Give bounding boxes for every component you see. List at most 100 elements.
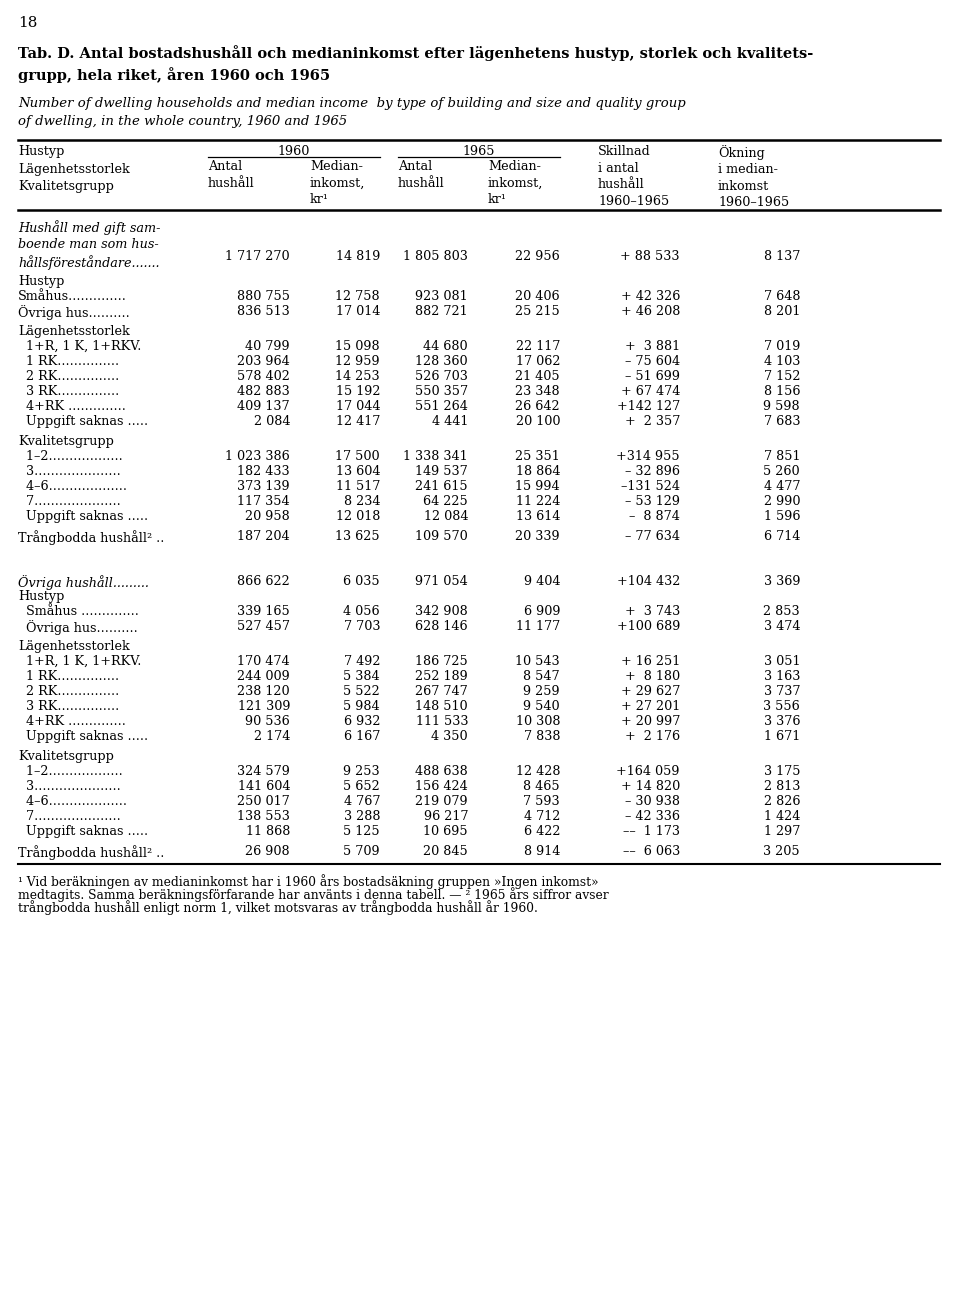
- Text: 4–6...................: 4–6...................: [18, 796, 127, 807]
- Text: 4 767: 4 767: [344, 796, 380, 807]
- Text: +  2 176: + 2 176: [625, 730, 680, 743]
- Text: +  2 357: + 2 357: [625, 416, 680, 427]
- Text: 18 864: 18 864: [516, 466, 560, 477]
- Text: 1–2..................: 1–2..................: [18, 450, 123, 463]
- Text: +104 432: +104 432: [616, 575, 680, 588]
- Text: 6 932: 6 932: [344, 715, 380, 729]
- Text: 11 224: 11 224: [516, 494, 560, 508]
- Text: 6 035: 6 035: [344, 575, 380, 588]
- Text: 5 984: 5 984: [344, 700, 380, 713]
- Text: + 46 208: + 46 208: [620, 305, 680, 318]
- Text: 238 120: 238 120: [237, 685, 290, 698]
- Text: + 88 533: + 88 533: [620, 250, 680, 263]
- Text: 22 117: 22 117: [516, 341, 560, 352]
- Text: 12 758: 12 758: [335, 291, 380, 302]
- Text: 7.....................: 7.....................: [18, 494, 121, 508]
- Text: 7 851: 7 851: [763, 450, 800, 463]
- Text: 7 152: 7 152: [763, 370, 800, 383]
- Text: 2 174: 2 174: [253, 730, 290, 743]
- Text: 1 338 341: 1 338 341: [403, 450, 468, 463]
- Text: Övriga hus..........: Övriga hus..........: [18, 619, 137, 635]
- Text: +100 689: +100 689: [616, 619, 680, 633]
- Text: 2 RK...............: 2 RK...............: [18, 370, 119, 383]
- Text: – 77 634: – 77 634: [625, 530, 680, 543]
- Text: +  3 743: + 3 743: [625, 605, 680, 618]
- Text: 17 062: 17 062: [516, 355, 560, 368]
- Text: – 30 938: – 30 938: [625, 796, 680, 807]
- Text: +164 059: +164 059: [616, 765, 680, 778]
- Text: 7 683: 7 683: [763, 416, 800, 427]
- Text: 252 189: 252 189: [416, 671, 468, 682]
- Text: 244 009: 244 009: [237, 671, 290, 682]
- Text: 1 RK...............: 1 RK...............: [18, 355, 119, 368]
- Text: 3.....................: 3.....................: [18, 466, 121, 477]
- Text: 187 204: 187 204: [237, 530, 290, 543]
- Text: 4 441: 4 441: [432, 416, 468, 427]
- Text: 2 990: 2 990: [763, 494, 800, 508]
- Text: 882 721: 882 721: [416, 305, 468, 318]
- Text: Hustyp: Hustyp: [18, 275, 64, 288]
- Text: 1 023 386: 1 023 386: [226, 450, 290, 463]
- Text: 44 680: 44 680: [423, 341, 468, 352]
- Text: 1 RK...............: 1 RK...............: [18, 671, 119, 682]
- Text: 3 288: 3 288: [344, 810, 380, 823]
- Text: 527 457: 527 457: [237, 619, 290, 633]
- Text: – 51 699: – 51 699: [625, 370, 680, 383]
- Text: 15 994: 15 994: [516, 480, 560, 493]
- Text: 2 853: 2 853: [763, 605, 800, 618]
- Text: 5 522: 5 522: [344, 685, 380, 698]
- Text: 25 215: 25 215: [516, 305, 560, 318]
- Text: 8 201: 8 201: [763, 305, 800, 318]
- Text: 26 908: 26 908: [246, 846, 290, 857]
- Text: 12 417: 12 417: [336, 416, 380, 427]
- Text: Tab. D. Antal bostadshushåll och medianinkomst efter lägenhetens hustyp, storlek: Tab. D. Antal bostadshushåll och mediani…: [18, 45, 813, 83]
- Text: 1 805 803: 1 805 803: [403, 250, 468, 263]
- Text: Kvalitetsgrupp: Kvalitetsgrupp: [18, 435, 114, 448]
- Text: +  8 180: + 8 180: [625, 671, 680, 682]
- Text: 7.....................: 7.....................: [18, 810, 121, 823]
- Text: 6 422: 6 422: [523, 825, 560, 838]
- Text: – 75 604: – 75 604: [625, 355, 680, 368]
- Text: 3 556: 3 556: [763, 700, 800, 713]
- Text: 7 492: 7 492: [344, 655, 380, 668]
- Text: 203 964: 203 964: [237, 355, 290, 368]
- Text: 13 625: 13 625: [335, 530, 380, 543]
- Text: Övriga hushåll.........: Övriga hushåll.........: [18, 575, 149, 590]
- Text: 15 098: 15 098: [335, 341, 380, 352]
- Text: 923 081: 923 081: [416, 291, 468, 302]
- Text: +314 955: +314 955: [616, 450, 680, 463]
- Text: 3 474: 3 474: [763, 619, 800, 633]
- Text: 241 615: 241 615: [416, 480, 468, 493]
- Text: Uppgift saknas .....: Uppgift saknas .....: [18, 730, 148, 743]
- Text: 1965: 1965: [463, 145, 495, 158]
- Text: 4+RK ..............: 4+RK ..............: [18, 400, 126, 413]
- Text: Skillnad
i antal
hushåll
1960–1965: Skillnad i antal hushåll 1960–1965: [598, 145, 669, 208]
- Text: Hustyp: Hustyp: [18, 590, 64, 604]
- Text: 3 RK...............: 3 RK...............: [18, 700, 119, 713]
- Text: 20 339: 20 339: [516, 530, 560, 543]
- Text: + 16 251: + 16 251: [621, 655, 680, 668]
- Text: Ökning
i median-
inkomst
1960–1965: Ökning i median- inkomst 1960–1965: [718, 145, 789, 209]
- Text: 21 405: 21 405: [516, 370, 560, 383]
- Text: 4 056: 4 056: [344, 605, 380, 618]
- Text: 324 579: 324 579: [237, 765, 290, 778]
- Text: 628 146: 628 146: [416, 619, 468, 633]
- Text: 219 079: 219 079: [416, 796, 468, 807]
- Text: 3 RK...............: 3 RK...............: [18, 385, 119, 398]
- Text: – 42 336: – 42 336: [625, 810, 680, 823]
- Text: 880 755: 880 755: [237, 291, 290, 302]
- Text: 5 125: 5 125: [344, 825, 380, 838]
- Text: 111 533: 111 533: [416, 715, 468, 729]
- Text: 10 308: 10 308: [516, 715, 560, 729]
- Text: 10 695: 10 695: [423, 825, 468, 838]
- Text: 4–6...................: 4–6...................: [18, 480, 127, 493]
- Text: 8 465: 8 465: [523, 780, 560, 793]
- Text: Uppgift saknas .....: Uppgift saknas .....: [18, 510, 148, 523]
- Text: ¹ Vid beräkningen av medianinkomst har i 1960 års bostadsäkning gruppen »Ingen i: ¹ Vid beräkningen av medianinkomst har i…: [18, 874, 599, 889]
- Text: + 27 201: + 27 201: [621, 700, 680, 713]
- Text: 3.....................: 3.....................: [18, 780, 121, 793]
- Text: 9 598: 9 598: [763, 400, 800, 413]
- Text: 8 156: 8 156: [763, 385, 800, 398]
- Text: 488 638: 488 638: [416, 765, 468, 778]
- Text: 373 139: 373 139: [237, 480, 290, 493]
